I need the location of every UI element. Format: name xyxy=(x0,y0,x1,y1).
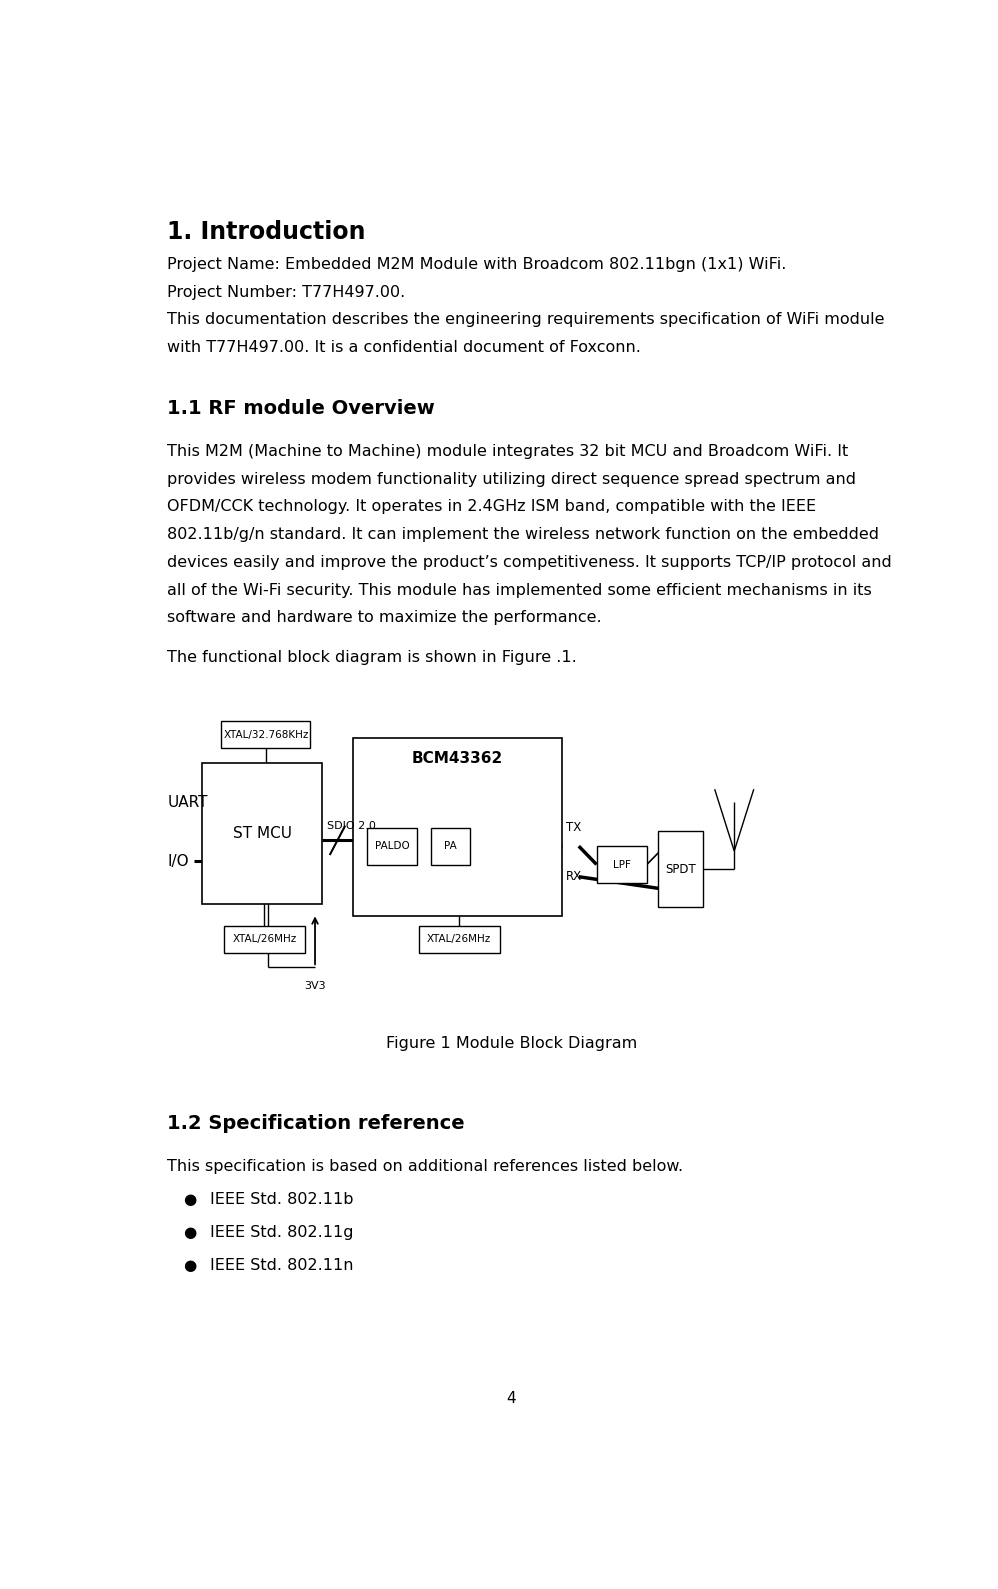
Text: 1. Introduction: 1. Introduction xyxy=(168,219,366,245)
Text: XTAL/26MHz: XTAL/26MHz xyxy=(233,934,296,944)
Text: PALDO: PALDO xyxy=(374,841,409,852)
Text: 4: 4 xyxy=(507,1390,516,1406)
Text: ●: ● xyxy=(183,1258,196,1273)
Text: IEEE Std. 802.11n: IEEE Std. 802.11n xyxy=(210,1258,353,1273)
Text: I/O: I/O xyxy=(168,853,189,869)
Text: provides wireless modem functionality utilizing direct sequence spread spectrum : provides wireless modem functionality ut… xyxy=(168,472,856,486)
Bar xyxy=(222,721,310,748)
Text: 3V3: 3V3 xyxy=(304,980,325,990)
Bar xyxy=(597,847,647,883)
Bar xyxy=(353,739,562,915)
Text: This specification is based on additional references listed below.: This specification is based on additiona… xyxy=(168,1158,684,1174)
Text: with T77H497.00. It is a confidential document of Foxconn.: with T77H497.00. It is a confidential do… xyxy=(168,340,641,354)
Text: UART: UART xyxy=(168,794,208,810)
Bar xyxy=(431,828,470,864)
Text: 802.11b/g/n standard. It can implement the wireless network function on the embe: 802.11b/g/n standard. It can implement t… xyxy=(168,528,879,542)
Text: Project Name: Embedded M2M Module with Broadcom 802.11bgn (1x1) WiFi.: Project Name: Embedded M2M Module with B… xyxy=(168,257,786,272)
Text: 1.1 RF module Overview: 1.1 RF module Overview xyxy=(168,399,435,418)
Text: OFDM/CCK technology. It operates in 2.4GHz ISM band, compatible with the IEEE: OFDM/CCK technology. It operates in 2.4G… xyxy=(168,499,816,515)
Text: XTAL/32.768KHz: XTAL/32.768KHz xyxy=(224,729,308,740)
Text: SPDT: SPDT xyxy=(666,863,697,876)
Text: Figure 1 Module Block Diagram: Figure 1 Module Block Diagram xyxy=(386,1036,637,1050)
Text: ●: ● xyxy=(183,1225,196,1239)
Text: IEEE Std. 802.11b: IEEE Std. 802.11b xyxy=(210,1192,353,1208)
Text: This documentation describes the engineering requirements specification of WiFi : This documentation describes the enginee… xyxy=(168,313,885,327)
Text: BCM43362: BCM43362 xyxy=(412,750,503,766)
Text: IEEE Std. 802.11g: IEEE Std. 802.11g xyxy=(210,1225,353,1239)
Bar xyxy=(224,926,305,952)
Text: This M2M (Machine to Machine) module integrates 32 bit MCU and Broadcom WiFi. It: This M2M (Machine to Machine) module int… xyxy=(168,443,848,459)
Text: SDIO 2.0: SDIO 2.0 xyxy=(326,820,375,831)
Text: RX: RX xyxy=(566,871,582,883)
Text: The functional block diagram is shown in Figure .1.: The functional block diagram is shown in… xyxy=(168,650,577,666)
Text: PA: PA xyxy=(444,841,457,852)
Text: 1.2 Specification reference: 1.2 Specification reference xyxy=(168,1114,465,1133)
Bar xyxy=(367,828,417,864)
Bar xyxy=(419,926,500,952)
Text: software and hardware to maximize the performance.: software and hardware to maximize the pe… xyxy=(168,610,602,626)
Text: LPF: LPF xyxy=(613,860,631,869)
Text: devices easily and improve the product’s competitiveness. It supports TCP/IP pro: devices easily and improve the product’s… xyxy=(168,555,892,570)
Text: ●: ● xyxy=(183,1192,196,1208)
Text: XTAL/26MHz: XTAL/26MHz xyxy=(427,934,491,944)
Text: all of the Wi-Fi security. This module has implemented some efficient mechanisms: all of the Wi-Fi security. This module h… xyxy=(168,583,872,597)
Text: ST MCU: ST MCU xyxy=(233,826,291,841)
Text: Project Number: T77H497.00.: Project Number: T77H497.00. xyxy=(168,284,405,299)
Bar xyxy=(202,763,322,904)
Bar xyxy=(659,831,704,907)
Text: TX: TX xyxy=(566,822,581,834)
